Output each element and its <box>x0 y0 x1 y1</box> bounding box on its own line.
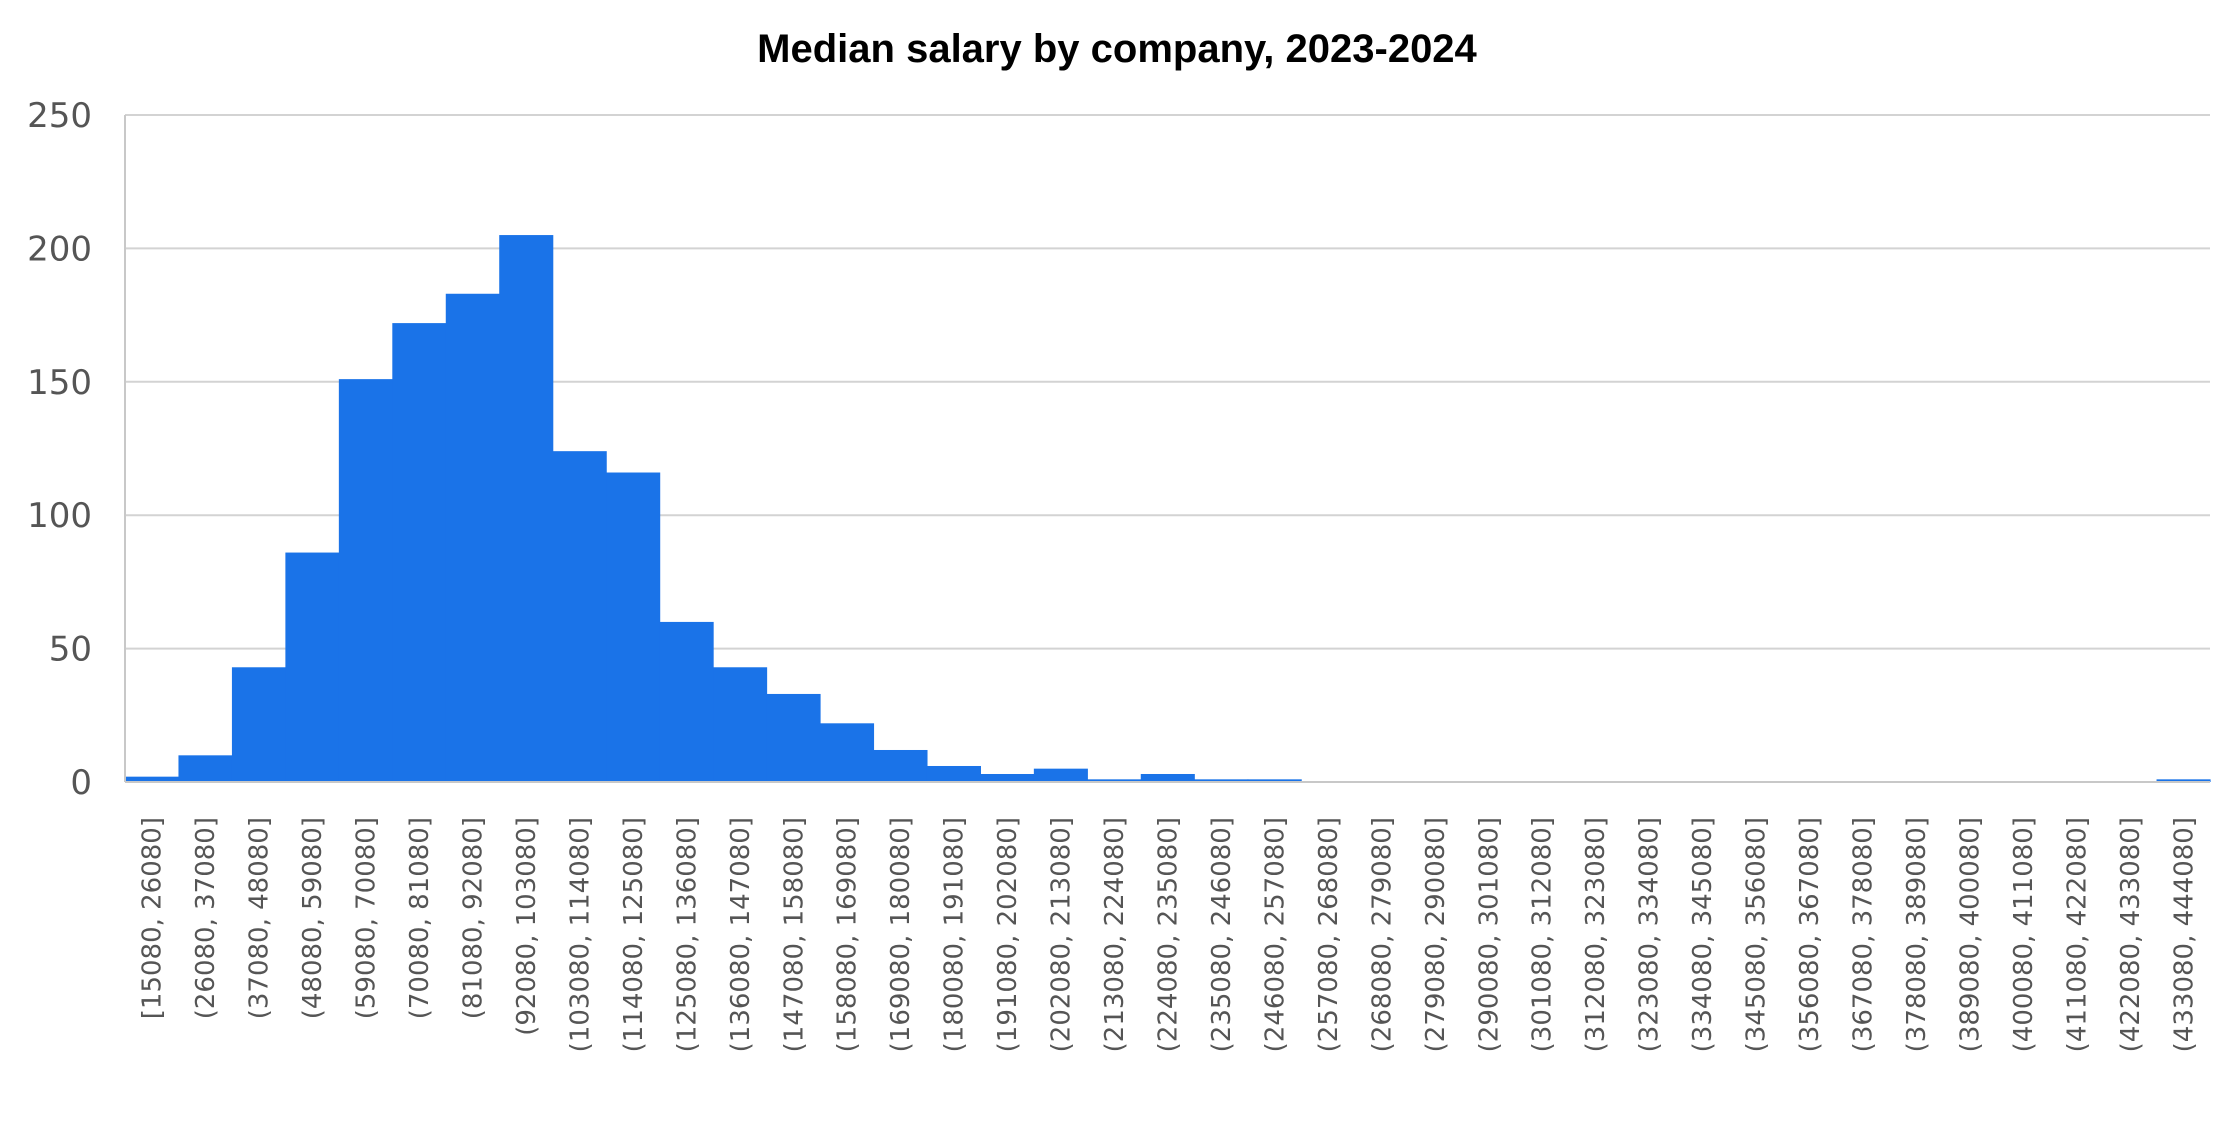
x-tick-label: (268080, 279080] <box>1367 817 1397 1052</box>
x-tick-label: (26080, 37080] <box>191 817 221 1019</box>
x-tick-label: (70080, 81080] <box>405 817 435 1019</box>
x-tick-label: (147080, 158080] <box>779 817 809 1052</box>
histogram-bar <box>1247 779 1302 782</box>
histogram-bar <box>606 472 661 782</box>
x-tick-label: (180080, 191080] <box>940 817 970 1052</box>
y-tick-label: 250 <box>27 96 92 136</box>
x-tick-label: (125080, 136080] <box>672 817 702 1052</box>
histogram-bar <box>1194 779 1249 782</box>
x-tick-label: (158080, 169080] <box>833 817 863 1052</box>
x-tick-label: (433080, 444080] <box>2169 817 2199 1052</box>
histogram-bar <box>392 323 447 782</box>
histogram-bar <box>125 776 180 782</box>
y-tick-label: 0 <box>70 763 92 803</box>
histogram-bar <box>231 667 286 782</box>
x-tick-label: (202080, 213080] <box>1047 817 1077 1052</box>
histogram-bar <box>285 552 340 782</box>
y-tick-label: 200 <box>27 229 92 269</box>
y-tick-label: 50 <box>49 630 92 670</box>
x-tick-label: (136080, 147080] <box>726 817 756 1052</box>
histogram-bar <box>713 667 768 782</box>
histogram-bar <box>980 773 1035 782</box>
x-tick-label: (48080, 59080] <box>298 817 328 1019</box>
histogram-bar <box>820 723 875 782</box>
histogram-bar <box>178 755 233 782</box>
y-axis-ticks: 0 50 100 150 200 250 <box>27 96 92 803</box>
bars <box>125 235 2211 782</box>
x-tick-label: (191080, 202080] <box>993 817 1023 1052</box>
x-tick-label: (356080, 367080] <box>1795 817 1825 1052</box>
x-tick-label: (103080, 114080] <box>565 817 595 1052</box>
x-tick-label: [15080, 26080] <box>138 817 168 1019</box>
y-tick-label: 100 <box>27 496 92 536</box>
histogram-bar <box>338 379 393 782</box>
x-tick-label: (169080, 180080] <box>886 817 916 1052</box>
x-tick-label: (411080, 422080] <box>2062 817 2092 1052</box>
y-tick-label: 150 <box>27 363 92 403</box>
x-tick-label: (290080, 301080] <box>1474 817 1504 1052</box>
x-tick-label: (323080, 334080] <box>1635 817 1665 1052</box>
histogram-bar <box>926 765 981 782</box>
x-tick-label: (213080, 224080] <box>1100 817 1130 1052</box>
histogram-bar <box>659 621 714 782</box>
x-tick-label: (422080, 433080] <box>2116 817 2146 1052</box>
x-tick-label: (367080, 378080] <box>1849 817 1879 1052</box>
chart-title: Median salary by company, 2023-2024 <box>757 27 1477 71</box>
x-tick-label: (257080, 268080] <box>1314 817 1344 1052</box>
histogram-bar <box>445 293 500 782</box>
x-axis-ticks: [15080, 26080] (26080, 37080] (37080, 4808… <box>138 817 2200 1052</box>
x-tick-label: (224080, 235080] <box>1154 817 1184 1052</box>
axes <box>124 115 2210 783</box>
histogram-bar <box>1033 768 1088 782</box>
histogram-bar <box>552 451 607 782</box>
histogram-bar <box>499 235 554 782</box>
x-tick-label: (92080, 103080] <box>512 817 542 1036</box>
x-tick-label: (246080, 257080] <box>1260 817 1290 1052</box>
histogram-bar <box>766 693 821 782</box>
x-tick-label: (37080, 48080] <box>245 817 275 1019</box>
x-tick-label: (345080, 356080] <box>1742 817 1772 1052</box>
x-tick-label: (389080, 400080] <box>1955 817 1985 1052</box>
histogram-bar <box>2156 779 2211 782</box>
x-tick-label: (312080, 323080] <box>1581 817 1611 1052</box>
x-tick-label: (59080, 70080] <box>352 817 382 1019</box>
x-tick-label: (279080, 290080] <box>1421 817 1451 1052</box>
histogram-bar <box>1140 773 1195 782</box>
histogram-bar <box>873 749 928 782</box>
x-tick-label: (81080, 92080] <box>459 817 489 1019</box>
x-tick-label: (301080, 312080] <box>1528 817 1558 1052</box>
histogram-bar <box>1087 779 1142 782</box>
x-tick-label: (334080, 345080] <box>1688 817 1718 1052</box>
x-tick-label: (400080, 411080] <box>2009 817 2039 1052</box>
x-tick-label: (235080, 246080] <box>1207 817 1237 1052</box>
x-tick-label: (378080, 389080] <box>1902 817 1932 1052</box>
x-tick-label: (114080, 125080] <box>619 817 649 1052</box>
